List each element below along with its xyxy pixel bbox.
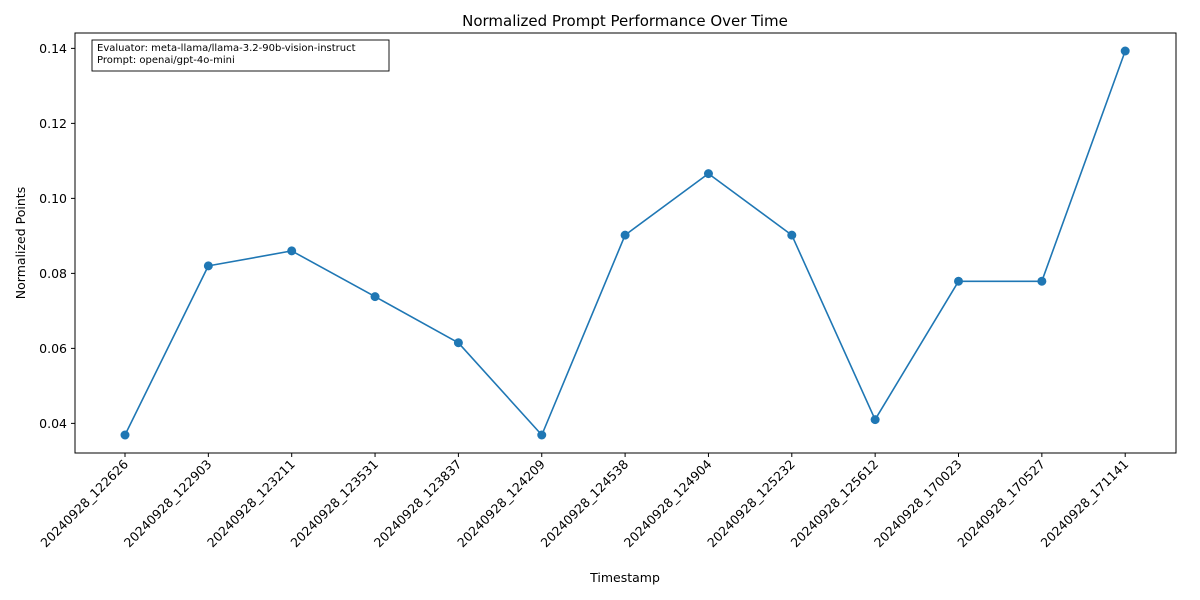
y-tick-label: 0.08 xyxy=(39,266,67,281)
data-point xyxy=(537,430,547,440)
y-tick-label: 0.06 xyxy=(39,341,67,356)
data-point xyxy=(787,230,797,240)
y-tick-label: 0.12 xyxy=(39,116,67,131)
data-point xyxy=(870,415,880,425)
chart-title: Normalized Prompt Performance Over Time xyxy=(462,12,788,30)
plot-frame xyxy=(74,32,1177,454)
data-point xyxy=(120,430,130,440)
annotation-box: Evaluator: meta-llama/llama-3.2-90b-visi… xyxy=(91,39,390,72)
y-tick-label: 0.04 xyxy=(39,416,67,431)
y-axis-label: Normalized Points xyxy=(13,187,28,299)
y-tick-label: 0.14 xyxy=(39,41,67,56)
data-point xyxy=(1120,46,1130,56)
y-axis-ticks: 0.04 0.06 0.08 0.10 0.12 0.14 xyxy=(39,41,75,431)
data-point xyxy=(1037,276,1047,286)
data-point xyxy=(703,169,713,179)
y-tick-label: 0.10 xyxy=(39,191,67,206)
data-point xyxy=(287,246,297,256)
data-point xyxy=(453,338,463,348)
annotation-prompt: Prompt: openai/gpt-4o-mini xyxy=(97,55,235,66)
annotation-evaluator: Evaluator: meta-llama/llama-3.2-90b-visi… xyxy=(97,43,356,54)
data-point xyxy=(620,230,630,240)
series-line xyxy=(120,46,1130,440)
data-point xyxy=(203,261,213,271)
x-axis-label: Timestamp xyxy=(589,570,660,585)
data-point xyxy=(370,292,380,302)
data-point xyxy=(954,276,963,286)
